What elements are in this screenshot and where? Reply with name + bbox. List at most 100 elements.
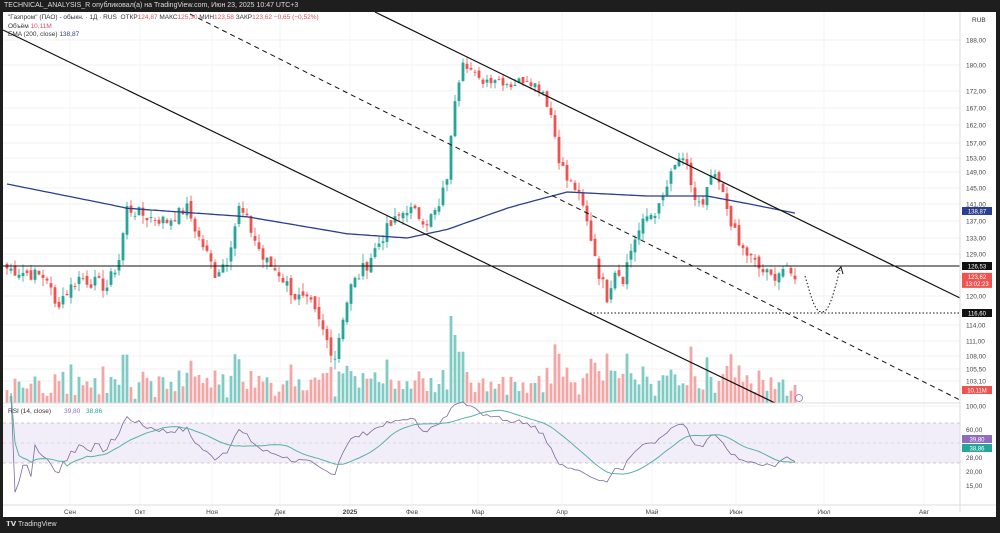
volume-bar — [309, 379, 313, 403]
candle-body — [729, 206, 733, 227]
ema-line — [6, 183, 796, 239]
rsi-line — [10, 392, 796, 493]
price-tick-label: 103,10 — [966, 379, 986, 386]
volume-bar — [49, 392, 53, 403]
volume-bar — [577, 394, 581, 403]
candle-body — [205, 245, 209, 251]
price-tick-label: 114,00 — [966, 323, 986, 330]
volume-bar — [429, 377, 433, 403]
volume-bar — [209, 387, 213, 403]
price-tick-label: 172,00 — [966, 89, 986, 96]
volume-bar — [321, 373, 325, 403]
candle-body — [221, 264, 225, 273]
volume-bar — [349, 371, 353, 403]
volume-bar — [697, 388, 701, 403]
last-price-tag-bg — [962, 272, 992, 288]
volume-bar — [445, 389, 449, 403]
publisher-bar: TECHNICAL_ANALYSIS_R опубликовал(а) на T… — [4, 2, 299, 9]
change-value: −0,65 (−0,52%) — [273, 14, 319, 21]
volume-bar — [201, 382, 205, 403]
candle-body — [781, 268, 785, 277]
volume-bar — [693, 376, 697, 403]
event-marker-icon[interactable] — [795, 394, 803, 402]
candle-body — [169, 220, 173, 226]
volume-bar — [177, 370, 181, 403]
candle-body — [197, 230, 201, 237]
price-tick-label: 120,00 — [966, 294, 986, 301]
volume-bar — [17, 381, 21, 403]
candle-body — [445, 179, 449, 185]
candle-body — [633, 239, 637, 253]
symbol-name[interactable]: "Газпром" (ПАО) - обыкн. · 1Д · RUS — [8, 14, 117, 21]
volume-bar — [561, 376, 565, 403]
time-tick-label: Сен — [64, 509, 76, 516]
candle-body — [81, 278, 85, 280]
projection-arrow — [804, 269, 841, 313]
volume-bar — [13, 378, 17, 403]
candle-body — [625, 262, 629, 285]
last-price-tag: 123,62 — [968, 275, 987, 281]
candle-body — [157, 219, 161, 224]
volume-bar — [637, 384, 641, 403]
candle-body — [505, 84, 509, 86]
volume-bar — [57, 381, 61, 403]
volume-bar — [45, 395, 49, 403]
volume-bar — [129, 387, 133, 403]
candle-body — [521, 76, 525, 84]
candle-body — [773, 273, 777, 281]
candle-body — [21, 272, 25, 277]
candle-body — [337, 337, 341, 359]
candle-body — [677, 158, 681, 167]
price-tick-label: 153,00 — [966, 156, 986, 163]
volume-bar — [457, 351, 461, 403]
candle-body — [533, 83, 537, 88]
candle-body — [297, 294, 301, 300]
rsi-value-tag-bg — [962, 435, 992, 443]
candle-body — [405, 213, 409, 216]
volume-bar — [433, 392, 437, 403]
volume-bar — [21, 387, 25, 403]
volume-bar — [761, 379, 765, 403]
rsi-legend-value: 39,80 — [64, 408, 81, 415]
volume-bar — [501, 376, 505, 403]
candle-body — [681, 158, 685, 161]
candle-body — [749, 253, 753, 256]
price-tick-label: 180,00 — [966, 63, 986, 70]
volume-bar — [721, 374, 725, 403]
volume-bar — [161, 377, 165, 403]
volume-bar — [489, 381, 493, 403]
volume-bar — [109, 376, 113, 403]
price-tick-label: 141,00 — [966, 202, 986, 209]
candle-body — [661, 195, 665, 201]
volume-bar — [449, 315, 453, 403]
volume-bar — [641, 366, 645, 403]
candle-body — [613, 272, 617, 289]
candle-body — [137, 207, 141, 216]
volume-bar — [521, 382, 525, 403]
volume-bar — [285, 380, 289, 403]
volume-bar — [157, 376, 161, 403]
volume-bar — [93, 378, 97, 403]
volume-bar — [773, 388, 777, 403]
candle-body — [265, 257, 269, 263]
candle-body — [141, 207, 145, 216]
candle-body — [517, 78, 521, 83]
lower-trendline[interactable] — [2, 29, 776, 404]
price-tick-label: 162,00 — [966, 123, 986, 130]
candle-body — [317, 306, 321, 320]
volume-bar — [185, 372, 189, 403]
candle-body — [33, 269, 37, 280]
ema-label: EMA (200, close) — [8, 31, 58, 38]
volume-bar — [381, 383, 385, 403]
volume-bar — [441, 370, 445, 403]
volume-bar — [653, 395, 657, 403]
upper-trendline[interactable] — [374, 11, 961, 299]
candle-body — [569, 180, 573, 182]
candle-body — [241, 208, 245, 213]
volume-bar — [73, 394, 77, 403]
volume-bar — [241, 381, 245, 403]
mid-dashed-trendline[interactable] — [189, 13, 961, 401]
price-tick-label: 167,00 — [966, 106, 986, 113]
rsi-ma-line — [10, 392, 796, 475]
